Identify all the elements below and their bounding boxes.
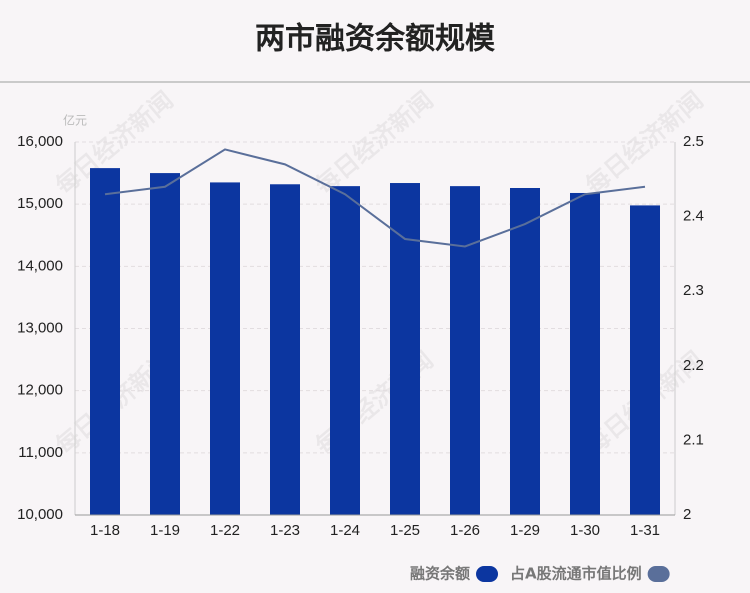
- line: [104, 148, 646, 248]
- y-unit: 亿元: [63, 113, 87, 128]
- y-tick-label: 10,000: [17, 506, 63, 523]
- x-tick-label: 1-18: [90, 522, 120, 539]
- y-tick-label: 12,000: [17, 382, 63, 399]
- y2-tick-label: 2: [683, 506, 691, 523]
- legend-swatch: [476, 566, 499, 582]
- x-tick-label: 1-19: [150, 522, 180, 539]
- y-tick-label: 13,000: [17, 319, 63, 336]
- bar: [630, 205, 660, 515]
- bar: [510, 188, 540, 515]
- x-tick-label: 1-31: [630, 522, 660, 539]
- bar: [150, 173, 180, 516]
- y2-tick-label: 2.5: [683, 133, 704, 150]
- x-tick-label: 1-22: [210, 522, 240, 539]
- watermark: 每日经济新闻: [310, 86, 438, 200]
- bar: [90, 168, 120, 516]
- x-tick-label: 1-26: [450, 522, 480, 539]
- bar: [450, 186, 480, 515]
- bar: [210, 182, 240, 516]
- y-tick-label: 14,000: [17, 257, 63, 274]
- bar: [390, 183, 420, 515]
- bar: [270, 184, 300, 516]
- y-tick-label: 16,000: [17, 133, 63, 150]
- legend-swatch: [647, 566, 670, 582]
- chart-title: 两市融资余额规模: [255, 22, 495, 57]
- bar: [330, 186, 360, 515]
- y2-tick-label: 2.2: [683, 357, 704, 374]
- y2-tick-label: 2.1: [683, 431, 704, 448]
- legend-label: 占A股流通市值比例: [510, 565, 642, 583]
- y-tick-label: 11,000: [18, 444, 63, 461]
- y2-tick-label: 2.4: [683, 208, 704, 225]
- y2-tick-label: 2.3: [683, 282, 704, 299]
- y-tick-label: 15,000: [17, 195, 63, 212]
- x-tick-label: 1-29: [510, 522, 540, 539]
- x-tick-label: 1-30: [570, 522, 600, 539]
- x-tick-label: 1-23: [270, 522, 300, 539]
- x-tick-label: 1-25: [390, 522, 420, 539]
- x-tick-label: 1-24: [330, 522, 360, 539]
- bar: [570, 192, 600, 515]
- legend-label: 融资余额: [410, 565, 470, 583]
